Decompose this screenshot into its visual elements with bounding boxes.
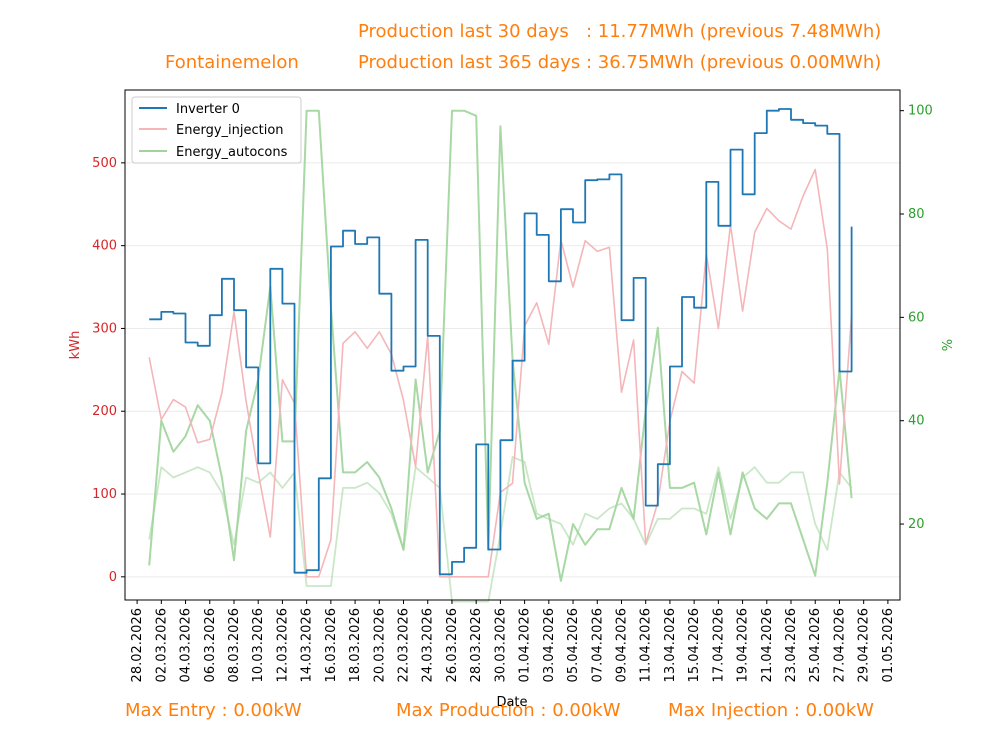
x-tick-label: 09.04.2026 xyxy=(614,608,629,682)
legend-label-inverter: Inverter 0 xyxy=(176,102,240,117)
x-tick-label: 13.04.2026 xyxy=(663,608,678,682)
x-axis-label: Date xyxy=(496,695,527,710)
y-tick-label-left: 400 xyxy=(92,239,117,254)
legend-label-injection: Energy_injection xyxy=(176,123,284,138)
x-tick-label: 30.03.2026 xyxy=(493,608,508,682)
x-tick-label: 07.04.2026 xyxy=(590,608,605,682)
y-axis-label-left: kWh xyxy=(68,331,83,360)
x-tick-label: 28.03.2026 xyxy=(469,608,484,682)
y-tick-label-left: 0 xyxy=(109,570,117,585)
x-tick-label: 24.03.2026 xyxy=(421,608,436,682)
x-tick-label: 27.04.2026 xyxy=(832,608,847,682)
y-tick-label-left: 200 xyxy=(92,404,117,419)
x-tick-label: 10.03.2026 xyxy=(251,608,266,682)
series-line-energy-autocons xyxy=(148,109,853,582)
x-tick-label: 20.03.2026 xyxy=(372,608,387,682)
x-tick-label: 01.04.2026 xyxy=(518,608,533,682)
series-line-inverter-0 xyxy=(149,108,853,576)
x-tick-label: 04.03.2026 xyxy=(179,608,194,682)
x-tick-label: 18.03.2026 xyxy=(348,608,363,682)
header-site-name: Fontainemelon xyxy=(165,52,299,73)
x-tick-label: 15.04.2026 xyxy=(687,608,702,682)
x-tick-label: 26.03.2026 xyxy=(445,608,460,682)
x-tick-label: 25.04.2026 xyxy=(808,608,823,682)
x-tick-label: 12.03.2026 xyxy=(275,608,290,682)
x-tick-label: 28.02.2026 xyxy=(130,608,145,682)
x-tick-label: 03.04.2026 xyxy=(542,608,557,682)
legend: Inverter 0 Energy_injection Energy_autoc… xyxy=(131,96,302,164)
x-tick-label: 19.04.2026 xyxy=(736,608,751,682)
x-tick-label: 22.03.2026 xyxy=(397,608,412,682)
footer-max-production: Max Production : 0.00kW xyxy=(396,700,621,721)
grid-lines xyxy=(125,162,900,578)
axis-layer: 0 100 200 300 400 500 20 40 60 80 100 28.02.2026 02.… xyxy=(92,104,933,683)
y-tick-label-right: 40 xyxy=(908,414,925,429)
y-tick-label-left: 300 xyxy=(92,321,117,336)
plot-frame xyxy=(124,89,901,601)
x-tick-label: 02.03.2026 xyxy=(154,608,169,682)
y-tick-label-right: 60 xyxy=(908,310,925,325)
header-line-365-days: Production last 365 days : 36.75MWh (pre… xyxy=(358,52,882,73)
y-tick-label-left: 500 xyxy=(92,156,117,171)
x-tick-label: 11.04.2026 xyxy=(639,608,654,682)
x-tick-label: 29.04.2026 xyxy=(857,608,872,682)
legend-label-autocons: Energy_autocons xyxy=(176,145,288,160)
header-line-30-days: Production last 30 days : 11.77MWh (prev… xyxy=(358,21,882,42)
x-tick-label: 14.03.2026 xyxy=(300,608,315,682)
x-tick-label: 01.05.2026 xyxy=(881,608,896,682)
x-tick-label: 23.04.2026 xyxy=(784,608,799,682)
x-tick-label: 08.03.2026 xyxy=(227,608,242,682)
y-tick-label-right: 80 xyxy=(908,207,925,222)
footer-max-entry: Max Entry : 0.00kW xyxy=(125,700,302,721)
x-tick-label: 06.03.2026 xyxy=(203,608,218,682)
x-tick-label: 16.03.2026 xyxy=(324,608,339,682)
x-tick-label: 21.04.2026 xyxy=(760,608,775,682)
x-tick-label: 05.04.2026 xyxy=(566,608,581,682)
y-axis-label-right: % xyxy=(941,339,956,351)
x-tick-label: 17.04.2026 xyxy=(711,608,726,682)
legend-box xyxy=(131,96,302,164)
y-tick-label-left: 100 xyxy=(92,487,117,502)
y-tick-label-right: 100 xyxy=(908,104,933,119)
footer-max-injection: Max Injection : 0.00kW xyxy=(668,700,874,721)
y-tick-label-right: 20 xyxy=(908,517,925,532)
series-layer xyxy=(148,108,853,603)
